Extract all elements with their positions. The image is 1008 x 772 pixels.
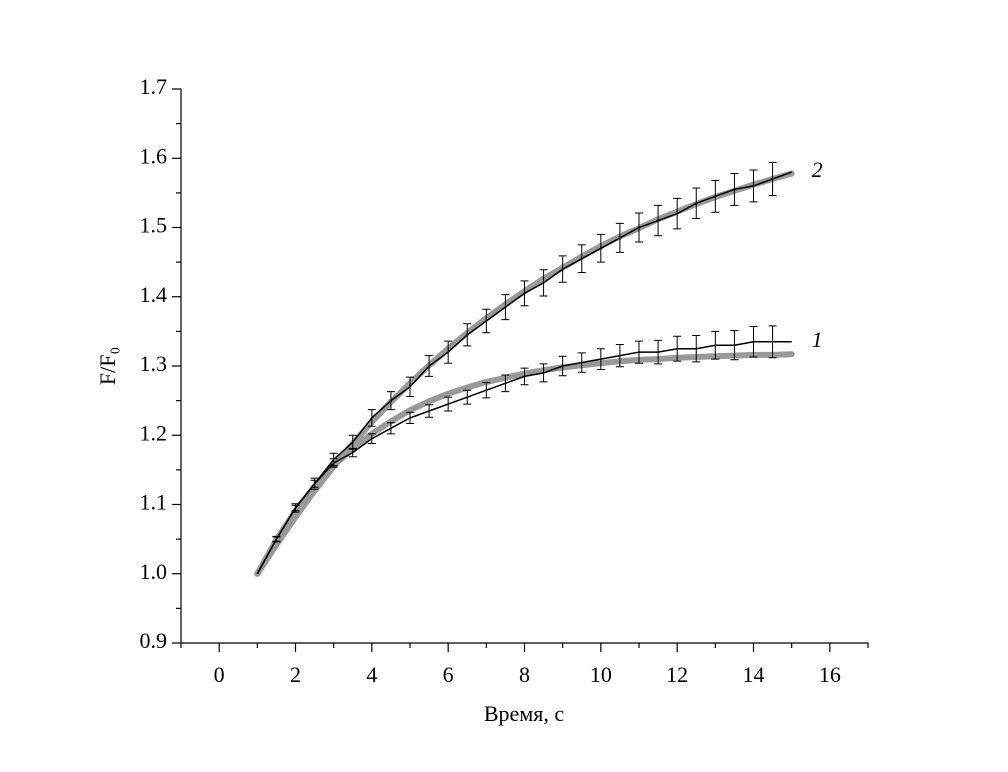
error-bar <box>463 389 472 405</box>
error-bar <box>501 294 510 321</box>
error-bar <box>730 330 739 361</box>
error-bar <box>635 212 643 243</box>
x-tick-label: 6 <box>443 662 454 687</box>
error-bar <box>596 233 605 263</box>
error-bar <box>692 187 701 219</box>
error-bar <box>539 363 548 383</box>
error-bar <box>615 222 624 253</box>
x-tick-label: 0 <box>214 662 225 687</box>
error-bar <box>711 330 720 360</box>
error-bar <box>730 172 739 206</box>
error-bar <box>367 409 376 427</box>
x-tick-label: 14 <box>743 662 765 687</box>
y-tick-label: 1.2 <box>140 420 168 445</box>
error-bar <box>386 391 395 411</box>
x-tick-label: 16 <box>819 662 841 687</box>
error-bar <box>558 255 567 283</box>
error-bar <box>768 161 777 197</box>
error-bar <box>501 374 510 393</box>
error-bar <box>348 434 357 450</box>
y-tick-label: 1.3 <box>140 351 168 376</box>
y-tick-label: 0.9 <box>140 628 168 653</box>
error-bar <box>444 340 453 364</box>
x-tick-label: 2 <box>290 662 301 687</box>
error-bar <box>596 348 605 370</box>
error-bar <box>577 244 586 274</box>
y-tick-label: 1.5 <box>140 213 168 238</box>
y-tick-label: 1.4 <box>140 282 168 307</box>
x-tick-label: 8 <box>519 662 530 687</box>
error-bar <box>692 335 701 363</box>
error-bar <box>482 308 491 334</box>
error-bar <box>768 325 777 359</box>
x-tick-label: 4 <box>366 662 377 687</box>
error-bar <box>520 367 529 386</box>
error-bar <box>558 355 567 377</box>
x-tick-label: 10 <box>590 662 612 687</box>
error-bar <box>367 433 376 445</box>
error-bar <box>329 452 338 467</box>
series-label: 2 <box>812 157 823 182</box>
error-bar <box>310 477 319 490</box>
x-tick-label: 12 <box>666 662 688 687</box>
y-tick-label: 1.0 <box>140 559 168 584</box>
y-tick-label: 1.1 <box>140 490 168 515</box>
error-bar <box>463 323 472 347</box>
series-label: 1 <box>812 327 823 352</box>
error-bar <box>749 326 758 358</box>
error-bar <box>425 404 434 418</box>
error-bar <box>539 269 548 297</box>
error-bar <box>406 376 414 397</box>
error-bar <box>577 352 586 373</box>
error-bar <box>386 422 395 435</box>
error-bar <box>635 340 643 364</box>
x-axis-label: Время, с <box>484 701 564 726</box>
error-bar <box>425 355 434 377</box>
error-bar <box>291 503 300 513</box>
error-bar <box>520 280 529 307</box>
error-bar <box>444 396 453 412</box>
error-bar <box>615 344 624 368</box>
error-bar <box>711 179 720 213</box>
y-tick-label: 1.6 <box>140 143 168 168</box>
error-bar <box>482 382 491 399</box>
error-bar <box>654 339 663 365</box>
error-bar <box>673 197 682 230</box>
y-axis-label: F/F₀ <box>95 347 120 385</box>
error-bar <box>673 335 682 362</box>
error-bar <box>654 204 663 237</box>
error-bar <box>406 411 414 424</box>
error-bar <box>272 535 281 543</box>
error-bar <box>749 169 758 203</box>
y-tick-label: 1.7 <box>140 74 168 99</box>
